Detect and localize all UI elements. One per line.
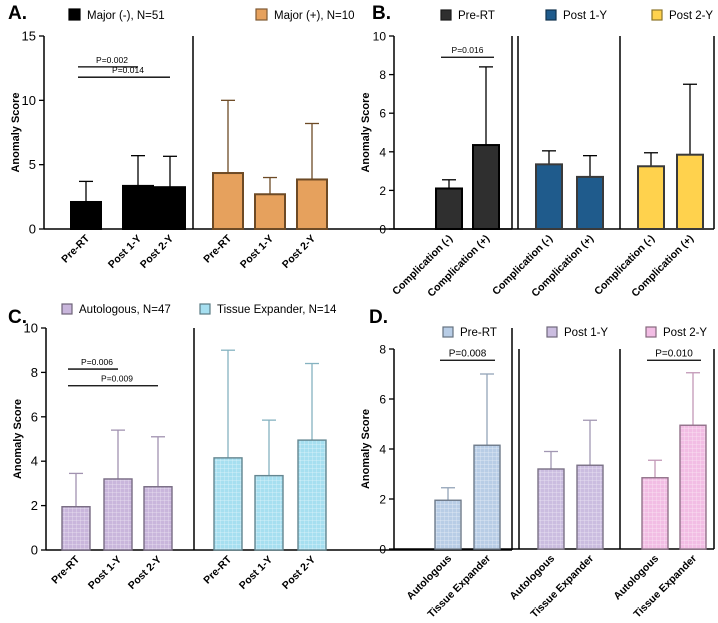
y-tick-label: 8 (31, 365, 38, 380)
legend-label: Post 1-Y (564, 327, 608, 339)
y-tick-label: 8 (379, 343, 386, 357)
bar (122, 184, 154, 230)
bar (297, 439, 327, 551)
bar (435, 187, 463, 230)
bar (434, 499, 462, 550)
legend-swatch (61, 303, 73, 315)
y-tick-label: 2 (31, 498, 38, 513)
p-value-label: P=0.016 (452, 45, 484, 55)
bar (254, 193, 286, 230)
p-value-label: P=0.014 (112, 65, 144, 75)
x-tick-label: Post 1-Y (86, 554, 124, 592)
panel-b: B. Pre-RT Post 1-Y Post 2-Y 0 2 4 6 8 10 Anomaly S… (360, 3, 715, 299)
y-axis-title: Anomaly Score (360, 409, 372, 489)
y-tick-label: 6 (379, 393, 386, 407)
y-tick-label: 15 (22, 29, 36, 44)
legend-label: Major (+), N=10 (274, 10, 355, 22)
bar (637, 165, 665, 230)
bar (143, 486, 173, 551)
legend-label: Autologous, N=47 (79, 304, 171, 316)
legend-swatch (440, 9, 452, 21)
bar (154, 186, 186, 230)
legend-label: Major (-), N=51 (87, 10, 165, 22)
legend-swatch (645, 326, 657, 338)
y-axis-title: Anomaly Score (12, 399, 24, 479)
bar (537, 468, 565, 550)
legend-label: Post 2-Y (669, 10, 713, 22)
x-tick-label: Pre-RT (201, 553, 234, 586)
y-tick-label: 0 (29, 222, 36, 237)
x-tick-label: Post 2-Y (280, 554, 318, 592)
legend-label: Pre-RT (460, 327, 497, 339)
p-value-label: P=0.009 (101, 374, 133, 384)
legend-swatch (545, 9, 557, 21)
x-tick-label: Post 1-Y (238, 233, 276, 271)
legend-label: Tissue Expander, N=14 (217, 304, 337, 316)
bar (473, 444, 501, 550)
y-tick-label: 4 (379, 145, 386, 159)
y-tick-label: 2 (379, 184, 386, 198)
x-tick-label: Post 2-Y (126, 554, 164, 592)
x-tick-label: Post 2-Y (280, 233, 318, 271)
x-tick-label: Post 1-Y (237, 554, 275, 592)
y-tick-label: 10 (24, 321, 38, 336)
panel-d: D. Pre-RT Post 1-Y Post 2-Y 0 2 4 6 8 Anomaly Sco… (360, 307, 715, 620)
legend-swatch (546, 326, 558, 338)
y-axis-title: Anomaly Score (10, 92, 22, 172)
x-tick-label: Post 1-Y (106, 233, 144, 271)
p-value-label: P=0.002 (96, 55, 128, 65)
y-tick-label: 0 (31, 543, 38, 558)
x-tick-label: Pre-RT (201, 232, 234, 265)
bar (679, 424, 707, 550)
legend-swatch (255, 8, 268, 21)
y-tick-label: 4 (31, 454, 38, 469)
y-tick-label: 10 (373, 30, 387, 44)
bar (254, 474, 284, 551)
bar (576, 175, 604, 230)
bar (296, 178, 328, 230)
legend-swatch (68, 8, 81, 21)
legend-label: Pre-RT (458, 10, 495, 22)
x-tick-label: Complication (-) (390, 233, 455, 298)
y-tick-label: 0 (379, 543, 386, 557)
bar (61, 506, 91, 551)
legend-swatch (442, 326, 454, 338)
x-tick-label: Pre-RT (59, 232, 92, 265)
y-tick-label: 0 (379, 223, 386, 237)
bar (641, 477, 669, 550)
bar (576, 464, 604, 550)
bar (472, 144, 500, 230)
legend-label: Post 1-Y (563, 10, 607, 22)
panel-label: C. (8, 307, 27, 328)
p-value-label: P=0.006 (81, 357, 113, 367)
y-tick-label: 5 (29, 157, 36, 172)
x-tick-label: Post 2-Y (138, 233, 176, 271)
panel-a: A. Major (-), N=51 Major (+), N=10 0 5 10 15 An… (8, 3, 513, 271)
panel-label: D. (369, 307, 388, 328)
bar (103, 478, 133, 551)
bar (535, 163, 563, 230)
legend-swatch (651, 9, 663, 21)
p-value-label: P=0.010 (655, 348, 693, 359)
p-value-label: P=0.008 (449, 348, 487, 359)
y-tick-label: 2 (379, 493, 386, 507)
y-axis-title: Anomaly Score (360, 92, 372, 172)
bar (213, 457, 243, 551)
y-tick-label: 6 (31, 409, 38, 424)
bar (676, 153, 704, 231)
y-tick-label: 10 (22, 93, 36, 108)
legend-swatch (199, 303, 211, 315)
panel-label: B. (372, 3, 391, 24)
y-tick-label: 6 (379, 107, 386, 121)
x-tick-label: Pre-RT (49, 553, 82, 586)
y-tick-label: 8 (379, 68, 386, 82)
y-tick-label: 4 (379, 443, 386, 457)
bar (212, 172, 244, 230)
panel-label: A. (8, 3, 27, 24)
legend-label: Post 2-Y (663, 327, 707, 339)
bar (70, 200, 102, 230)
